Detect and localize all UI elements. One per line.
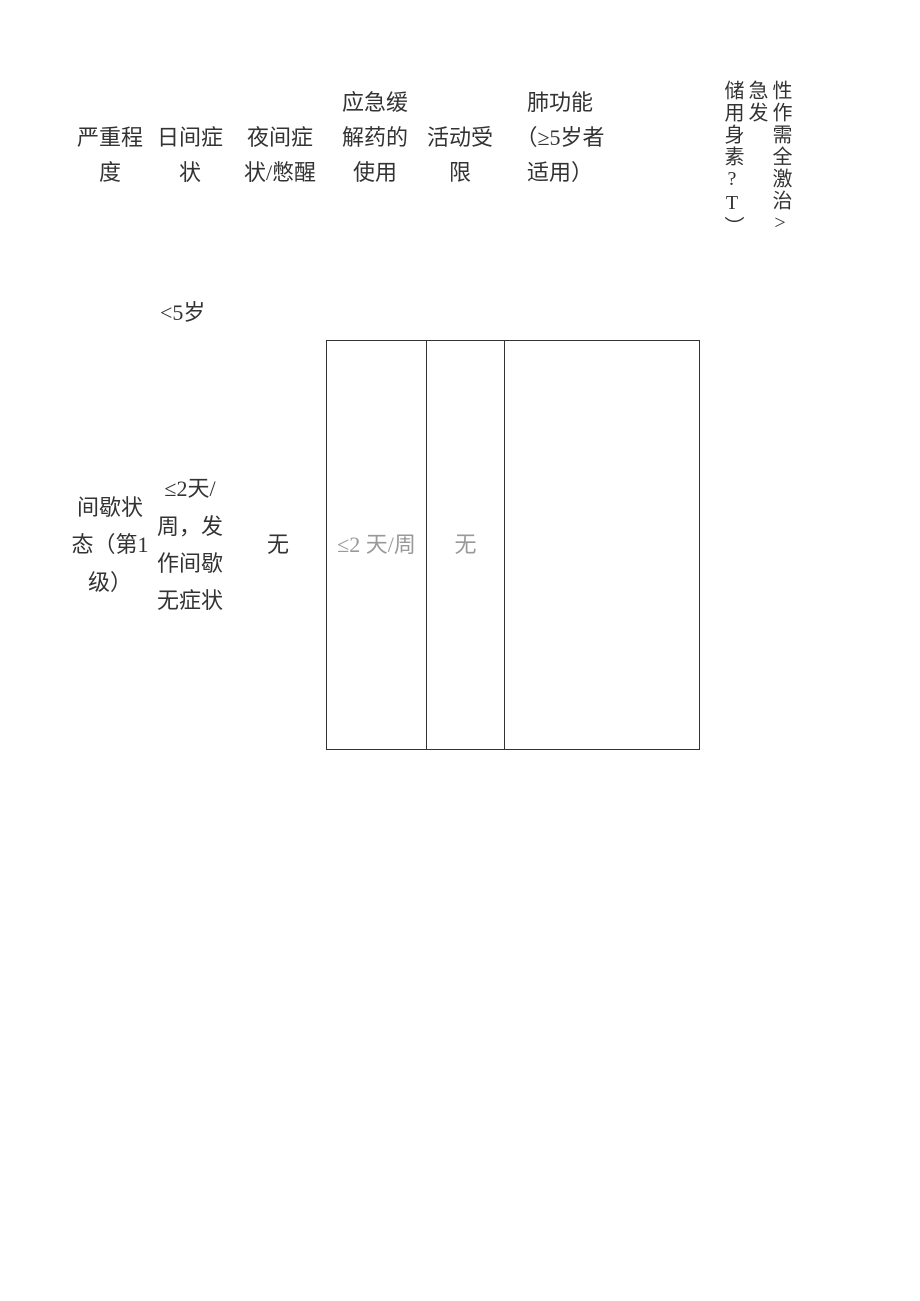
header-night: 夜间症状/憋醒 [230,120,330,190]
vertical-header-2: 储用身素?T） [720,80,744,270]
header-lung: 肺功能（≥5岁者适用） [510,85,610,191]
table-data-row: 间歇状态（第1级） ≤2天/周，发作间歇无症状 无 ≤2 天/周 无 [70,340,700,750]
cell-severity: 间歇状态（第1级） [70,340,150,750]
cell-lung [505,341,699,749]
table-header-row: 严重程度 日间症状 夜间症状/憋醒 应急缓解药的使用 活动受限 肺功能（≥5岁者… [70,80,610,191]
cell-daytime: ≤2天/周，发作间歇无症状 [150,340,230,750]
cell-rescue: ≤2 天/周 [327,341,427,749]
header-activity: 活动受限 [420,120,500,190]
boxed-cells-group: ≤2 天/周 无 [326,340,700,750]
vertical-header-1: 性作需全激治> 急发 [744,80,792,270]
header-rescue: 应急缓解药的使用 [330,85,420,191]
header-daytime: 日间症状 [150,120,230,190]
cell-night: 无 [230,340,326,750]
header-severity: 严重程度 [70,120,150,190]
age-label: <5岁 [160,295,205,327]
vertical-header-group: 储用身素?T） 性作需全激治> 急发 [720,80,792,270]
cell-activity: 无 [427,341,505,749]
